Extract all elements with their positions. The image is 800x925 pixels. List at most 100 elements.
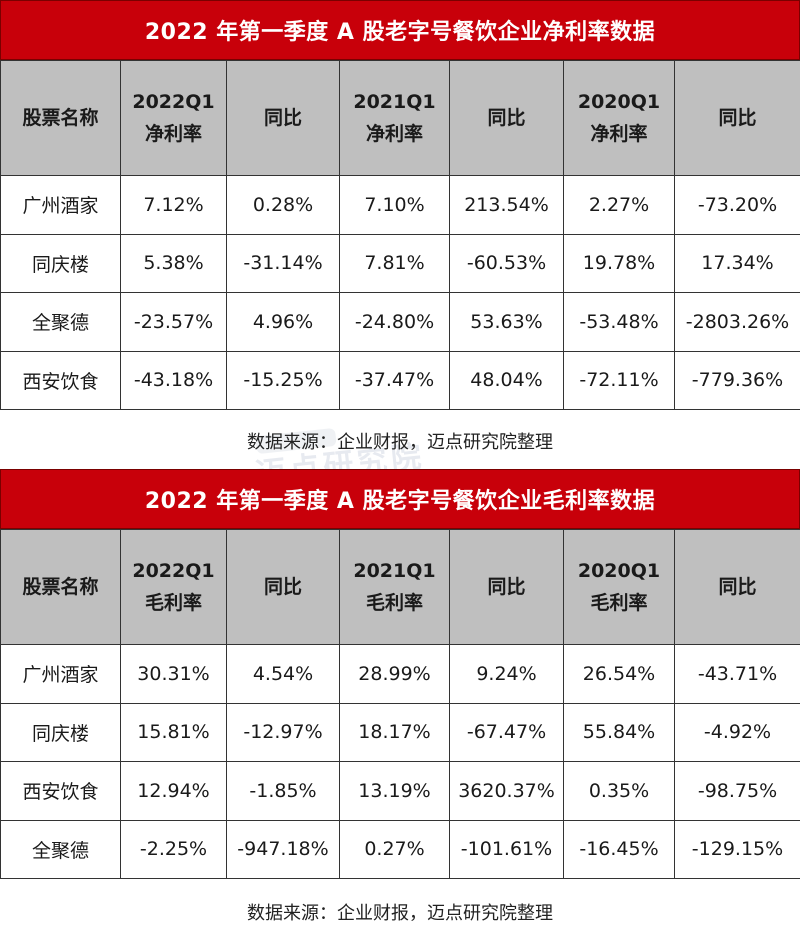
header-stock-name: 股票名称 — [1, 61, 121, 176]
header-label: 2021Q1 — [353, 91, 435, 113]
header-sublabel: 毛利率 — [564, 589, 674, 617]
header-label: 同比 — [264, 107, 302, 129]
header-2020q1: 2020Q1 毛利率 — [564, 530, 675, 645]
header-2021q1: 2021Q1 毛利率 — [340, 530, 450, 645]
value-cell: 28.99% — [340, 645, 450, 704]
value-cell: -2.25% — [121, 820, 227, 879]
net-margin-title: 2022 年第一季度 A 股老字号餐饮企业净利率数据 — [0, 0, 800, 60]
value-cell: -53.48% — [564, 293, 675, 352]
value-cell: 13.19% — [340, 762, 450, 821]
gross-margin-title: 2022 年第一季度 A 股老字号餐饮企业毛利率数据 — [0, 469, 800, 529]
header-label: 同比 — [718, 107, 756, 129]
header-sublabel: 净利率 — [340, 120, 449, 148]
stock-name-cell: 广州酒家 — [1, 176, 121, 235]
value-cell: 213.54% — [450, 176, 564, 235]
value-cell: 12.94% — [121, 762, 227, 821]
value-cell: 18.17% — [340, 703, 450, 762]
value-cell: -1.85% — [227, 762, 340, 821]
table-header-row: 股票名称 2022Q1 毛利率 同比 2021Q1 毛利率 同比 2020Q1 毛利率… — [1, 530, 800, 645]
value-cell: -60.53% — [450, 234, 564, 293]
value-cell: 2.27% — [564, 176, 675, 235]
value-cell: -37.47% — [340, 351, 450, 410]
header-yoy: 同比 — [675, 61, 800, 176]
stock-name-cell: 广州酒家 — [1, 645, 121, 704]
header-label: 股票名称 — [22, 576, 98, 598]
value-cell: 7.81% — [340, 234, 450, 293]
value-cell: 7.12% — [121, 176, 227, 235]
value-cell: -12.97% — [227, 703, 340, 762]
stock-name-cell: 西安饮食 — [1, 351, 121, 410]
value-cell: 15.81% — [121, 703, 227, 762]
header-label: 同比 — [487, 107, 525, 129]
header-sublabel: 毛利率 — [340, 589, 449, 617]
header-label: 股票名称 — [22, 107, 98, 129]
value-cell: 0.27% — [340, 820, 450, 879]
value-cell: 0.28% — [227, 176, 340, 235]
header-label: 同比 — [487, 576, 525, 598]
header-label: 同比 — [718, 576, 756, 598]
stock-name-cell: 全聚德 — [1, 820, 121, 879]
header-sublabel: 净利率 — [564, 120, 674, 148]
value-cell: 4.54% — [227, 645, 340, 704]
value-cell: 55.84% — [564, 703, 675, 762]
table-row: 西安饮食-43.18%-15.25%-37.47%48.04%-72.11%-7… — [1, 351, 800, 410]
value-cell: -947.18% — [227, 820, 340, 879]
value-cell: 4.96% — [227, 293, 340, 352]
value-cell: 3620.37% — [450, 762, 564, 821]
header-yoy: 同比 — [450, 61, 564, 176]
gross-margin-table: 股票名称 2022Q1 毛利率 同比 2021Q1 毛利率 同比 2020Q1 毛利率… — [0, 529, 800, 879]
header-label: 2021Q1 — [353, 560, 435, 582]
header-2022q1: 2022Q1 毛利率 — [121, 530, 227, 645]
value-cell: 48.04% — [450, 351, 564, 410]
value-cell: -67.47% — [450, 703, 564, 762]
value-cell: -23.57% — [121, 293, 227, 352]
value-cell: -72.11% — [564, 351, 675, 410]
header-sublabel: 毛利率 — [121, 589, 226, 617]
header-yoy: 同比 — [450, 530, 564, 645]
net-margin-section: 2022 年第一季度 A 股老字号餐饮企业净利率数据 股票名称 2022Q1 净利… — [0, 0, 800, 410]
value-cell: -43.71% — [675, 645, 800, 704]
value-cell: -2803.26% — [675, 293, 800, 352]
header-stock-name: 股票名称 — [1, 530, 121, 645]
stock-name-cell: 西安饮食 — [1, 762, 121, 821]
value-cell: -4.92% — [675, 703, 800, 762]
source-note: 数据来源：企业财报，迈点研究院整理 — [0, 899, 800, 925]
value-cell: 26.54% — [564, 645, 675, 704]
header-2021q1: 2021Q1 净利率 — [340, 61, 450, 176]
source-note: 数据来源：企业财报，迈点研究院整理 — [0, 428, 800, 454]
gross-margin-section: 2022 年第一季度 A 股老字号餐饮企业毛利率数据 股票名称 2022Q1 毛利… — [0, 469, 800, 879]
value-cell: -31.14% — [227, 234, 340, 293]
value-cell: 30.31% — [121, 645, 227, 704]
header-yoy: 同比 — [675, 530, 800, 645]
header-2022q1: 2022Q1 净利率 — [121, 61, 227, 176]
value-cell: -129.15% — [675, 820, 800, 879]
header-label: 2022Q1 — [132, 91, 214, 113]
value-cell: 9.24% — [450, 645, 564, 704]
net-margin-table: 股票名称 2022Q1 净利率 同比 2021Q1 净利率 同比 2020Q1 净利率… — [0, 60, 800, 410]
table-row: 全聚德-2.25%-947.18%0.27%-101.61%-16.45%-12… — [1, 820, 800, 879]
value-cell: -43.18% — [121, 351, 227, 410]
header-label: 2020Q1 — [578, 91, 660, 113]
header-sublabel: 净利率 — [121, 120, 226, 148]
value-cell: 17.34% — [675, 234, 800, 293]
value-cell: -779.36% — [675, 351, 800, 410]
header-label: 2022Q1 — [132, 560, 214, 582]
value-cell: -98.75% — [675, 762, 800, 821]
value-cell: -15.25% — [227, 351, 340, 410]
table-header-row: 股票名称 2022Q1 净利率 同比 2021Q1 净利率 同比 2020Q1 净利率… — [1, 61, 800, 176]
header-label: 2020Q1 — [578, 560, 660, 582]
value-cell: 5.38% — [121, 234, 227, 293]
header-label: 同比 — [264, 576, 302, 598]
stock-name-cell: 全聚德 — [1, 293, 121, 352]
value-cell: -101.61% — [450, 820, 564, 879]
header-yoy: 同比 — [227, 61, 340, 176]
value-cell: -24.80% — [340, 293, 450, 352]
value-cell: 53.63% — [450, 293, 564, 352]
value-cell: -73.20% — [675, 176, 800, 235]
value-cell: 7.10% — [340, 176, 450, 235]
table-row: 全聚德-23.57%4.96%-24.80%53.63%-53.48%-2803… — [1, 293, 800, 352]
